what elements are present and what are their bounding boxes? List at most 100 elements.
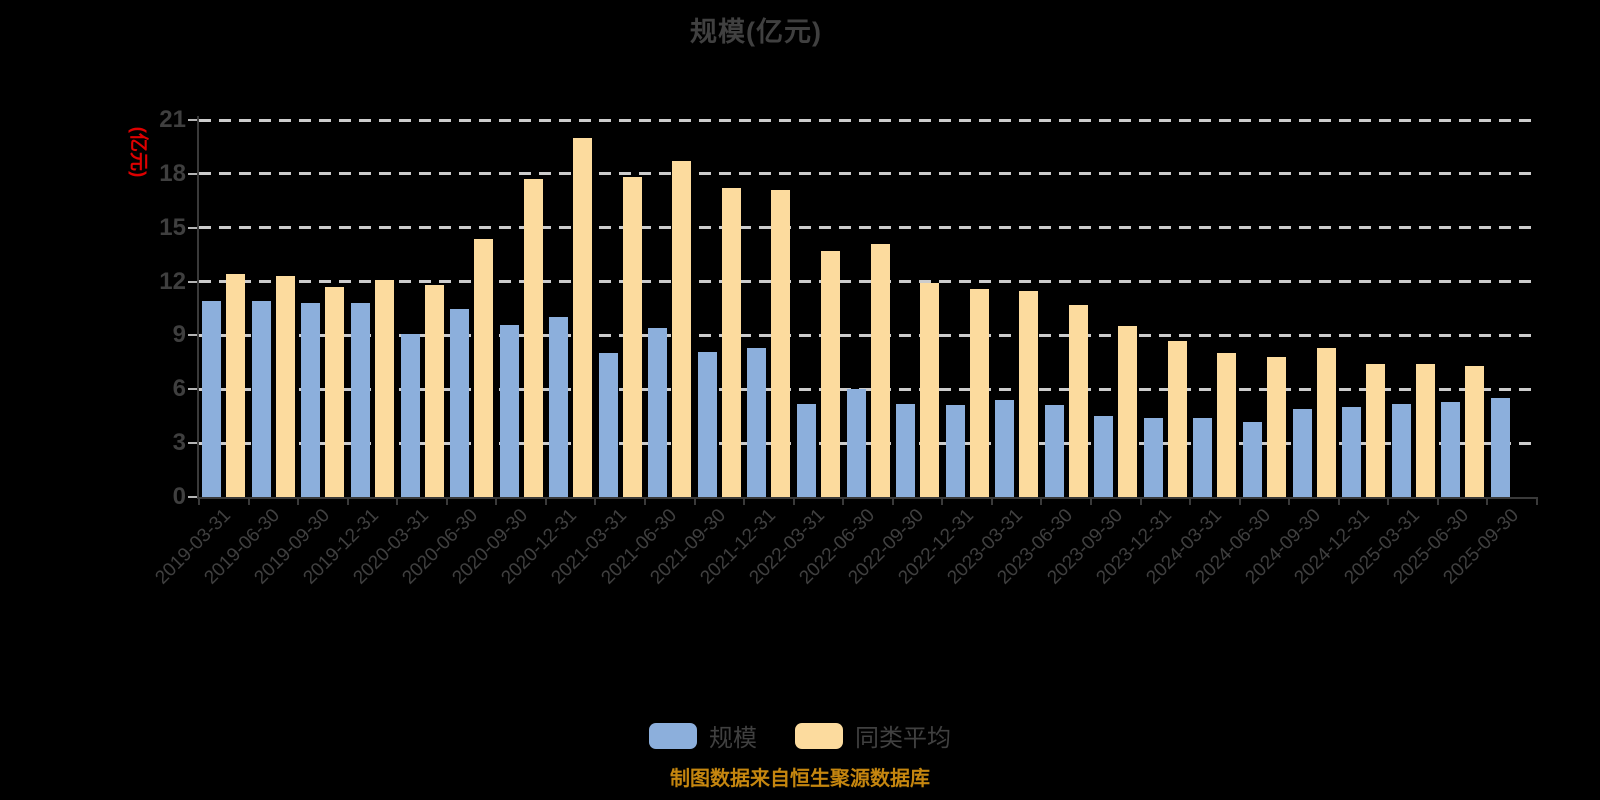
legend-swatch-average-icon bbox=[795, 722, 843, 749]
bar-scale-2023-03-31[interactable] bbox=[995, 400, 1015, 497]
gridline-15 bbox=[199, 226, 1537, 230]
bar-scale-2019-09-30[interactable] bbox=[301, 303, 321, 497]
legend-label-average: 同类平均 bbox=[855, 725, 951, 752]
bar-scale-2025-09-30[interactable] bbox=[1490, 398, 1510, 497]
y-axis-label-12: 12 bbox=[159, 267, 186, 295]
bar-scale-2022-09-30[interactable] bbox=[896, 403, 916, 497]
bar-average-2020-09-30[interactable] bbox=[523, 179, 543, 497]
x-axis-tick bbox=[495, 497, 498, 505]
bar-scale-2023-12-31[interactable] bbox=[1143, 418, 1163, 497]
gridline-9 bbox=[199, 333, 1537, 337]
x-axis-tick bbox=[247, 497, 250, 505]
bar-scale-2024-06-30[interactable] bbox=[1242, 421, 1262, 497]
bar-scale-2024-12-31[interactable] bbox=[1342, 407, 1362, 497]
bar-scale-2021-12-31[interactable] bbox=[747, 348, 767, 497]
chart-title: 规模(亿元) bbox=[690, 17, 822, 47]
bar-average-2020-03-31[interactable] bbox=[424, 285, 444, 497]
bar-scale-2025-06-30[interactable] bbox=[1441, 401, 1461, 497]
bar-scale-2019-06-30[interactable] bbox=[251, 301, 271, 497]
bar-average-2025-03-31[interactable] bbox=[1415, 364, 1435, 497]
x-axis-tick bbox=[346, 497, 349, 505]
x-axis-tick bbox=[594, 497, 597, 505]
y-axis-tick-15 bbox=[188, 226, 197, 229]
bar-scale-2024-09-30[interactable] bbox=[1292, 409, 1312, 497]
x-axis-tick bbox=[644, 497, 646, 505]
bar-average-2022-03-31[interactable] bbox=[820, 251, 840, 497]
x-axis-tick bbox=[297, 497, 300, 505]
bar-scale-2023-06-30[interactable] bbox=[1044, 405, 1064, 497]
bar-average-2024-06-30[interactable] bbox=[1266, 356, 1286, 497]
x-axis-tick bbox=[1040, 497, 1043, 505]
x-axis-tick bbox=[1436, 497, 1439, 505]
bar-scale-2020-06-30[interactable] bbox=[450, 308, 470, 497]
legend-label-scale: 规模 bbox=[709, 725, 757, 752]
bar-average-2021-12-31[interactable] bbox=[771, 190, 791, 497]
bar-average-2025-06-30[interactable] bbox=[1465, 365, 1485, 497]
bar-average-2022-09-30[interactable] bbox=[920, 283, 940, 497]
y-axis-line bbox=[197, 116, 199, 499]
y-axis-tick-0 bbox=[188, 496, 197, 498]
bar-average-2023-09-30[interactable] bbox=[1118, 326, 1138, 497]
x-axis-tick bbox=[544, 497, 547, 505]
y-axis-label-6: 6 bbox=[172, 375, 186, 403]
bar-average-2023-06-30[interactable] bbox=[1068, 304, 1088, 497]
x-axis-tick bbox=[693, 497, 696, 505]
x-axis-tick bbox=[1189, 497, 1192, 505]
x-axis-tick bbox=[1536, 497, 1538, 505]
x-axis-tick bbox=[1090, 497, 1092, 505]
bar-scale-2019-12-31[interactable] bbox=[350, 303, 370, 497]
x-axis-line bbox=[197, 497, 1537, 499]
bar-average-2019-06-30[interactable] bbox=[275, 276, 295, 497]
bar-average-2024-09-30[interactable] bbox=[1316, 348, 1336, 497]
y-axis-tick-21 bbox=[188, 119, 197, 121]
legend-item-scale[interactable]: 规模 bbox=[649, 718, 757, 753]
bar-scale-2024-03-31[interactable] bbox=[1193, 418, 1213, 497]
bar-average-2024-12-31[interactable] bbox=[1366, 364, 1386, 497]
x-axis-tick bbox=[396, 497, 399, 505]
bar-scale-2022-03-31[interactable] bbox=[796, 403, 816, 497]
x-axis-tick bbox=[1337, 497, 1340, 505]
bar-scale-2021-06-30[interactable] bbox=[648, 328, 668, 497]
bar-scale-2023-09-30[interactable] bbox=[1094, 416, 1114, 497]
bar-scale-2020-09-30[interactable] bbox=[499, 324, 519, 497]
bar-average-2023-12-31[interactable] bbox=[1167, 340, 1187, 497]
y-axis-label-21: 21 bbox=[159, 106, 186, 133]
y-axis-label-3: 3 bbox=[172, 429, 186, 457]
bar-average-2020-06-30[interactable] bbox=[474, 238, 494, 497]
bar-average-2021-09-30[interactable] bbox=[721, 188, 741, 497]
bar-scale-2022-12-31[interactable] bbox=[945, 405, 965, 497]
bar-average-2021-06-30[interactable] bbox=[672, 161, 692, 497]
x-axis-tick bbox=[941, 497, 944, 505]
bar-average-2019-03-31[interactable] bbox=[226, 274, 246, 497]
bar-scale-2020-03-31[interactable] bbox=[400, 333, 420, 497]
y-axis-label-15: 15 bbox=[159, 213, 186, 241]
x-axis-tick bbox=[1238, 497, 1241, 505]
chart-legend: 规模 同类平均 bbox=[0, 718, 1600, 753]
y-axis-label-0: 0 bbox=[172, 483, 186, 510]
gridline-18 bbox=[199, 172, 1537, 176]
bar-average-2019-09-30[interactable] bbox=[325, 286, 345, 497]
x-axis-tick bbox=[445, 497, 448, 505]
y-axis-tick-12 bbox=[188, 280, 197, 283]
y-axis-tick-6 bbox=[188, 388, 197, 391]
bar-average-2023-03-31[interactable] bbox=[1019, 290, 1039, 497]
bar-scale-2021-03-31[interactable] bbox=[598, 353, 618, 497]
y-axis-tick-labels: 0 3 6 9 12 15 18 21 bbox=[0, 107, 186, 510]
bar-average-2022-06-30[interactable] bbox=[870, 243, 890, 497]
bar-average-2022-12-31[interactable] bbox=[969, 288, 989, 497]
bar-scale-2021-09-30[interactable] bbox=[697, 351, 717, 497]
bar-average-2020-12-31[interactable] bbox=[573, 137, 593, 497]
x-axis-tick bbox=[1486, 497, 1489, 505]
x-axis-tick bbox=[1387, 497, 1390, 505]
bar-scale-2022-06-30[interactable] bbox=[846, 389, 866, 497]
x-axis-tick bbox=[743, 497, 746, 505]
gridline-12 bbox=[199, 280, 1537, 284]
bar-scale-2025-03-31[interactable] bbox=[1391, 403, 1411, 497]
bar-average-2024-03-31[interactable] bbox=[1217, 353, 1237, 497]
bar-average-2019-12-31[interactable] bbox=[374, 279, 394, 497]
bar-scale-2019-03-31[interactable] bbox=[202, 301, 222, 497]
bar-average-2021-03-31[interactable] bbox=[622, 177, 642, 497]
bar-scale-2020-12-31[interactable] bbox=[549, 317, 569, 497]
legend-item-average[interactable]: 同类平均 bbox=[795, 718, 951, 753]
